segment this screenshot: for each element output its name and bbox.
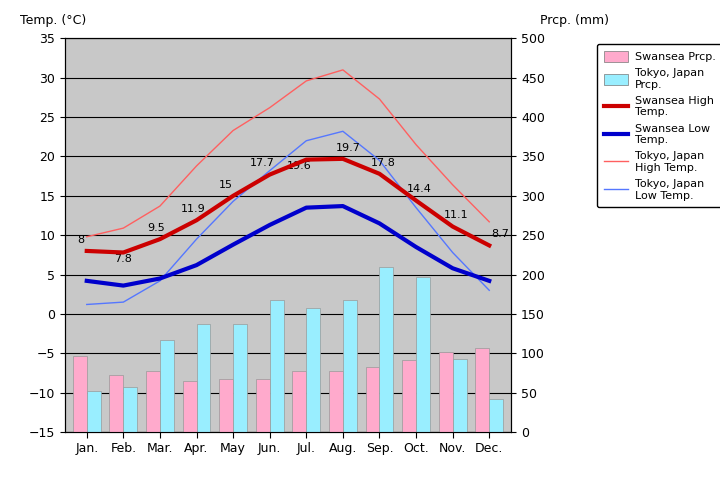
Bar xyxy=(343,300,357,432)
Bar xyxy=(123,387,138,432)
Bar xyxy=(270,300,284,432)
Bar xyxy=(292,372,306,432)
Bar xyxy=(490,399,503,432)
Bar xyxy=(146,372,160,432)
Bar xyxy=(160,340,174,432)
Text: 17.8: 17.8 xyxy=(371,157,395,168)
Bar xyxy=(306,309,320,432)
Bar xyxy=(183,381,197,432)
Bar xyxy=(366,368,379,432)
Text: 7.8: 7.8 xyxy=(114,254,132,264)
Bar xyxy=(73,356,86,432)
Bar xyxy=(453,359,467,432)
Text: 19.6: 19.6 xyxy=(287,161,311,171)
Bar xyxy=(475,348,490,432)
Text: Prcp. (mm): Prcp. (mm) xyxy=(541,13,609,26)
Legend: Swansea Prcp., Tokyo, Japan
Prcp., Swansea High
Temp., Swansea Low
Temp., Tokyo,: Swansea Prcp., Tokyo, Japan Prcp., Swans… xyxy=(597,44,720,207)
Text: 8: 8 xyxy=(78,235,85,245)
Bar xyxy=(109,375,123,432)
Text: 11.1: 11.1 xyxy=(444,210,469,220)
Text: 14.4: 14.4 xyxy=(408,184,432,194)
Text: 15: 15 xyxy=(219,180,233,190)
Text: 9.5: 9.5 xyxy=(148,223,165,233)
Bar xyxy=(438,352,453,432)
Bar xyxy=(256,379,270,432)
Bar xyxy=(233,324,247,432)
Text: Temp. (°C): Temp. (°C) xyxy=(20,13,86,26)
Bar xyxy=(329,372,343,432)
Bar xyxy=(86,391,101,432)
Text: 8.7: 8.7 xyxy=(491,229,509,239)
Text: 19.7: 19.7 xyxy=(336,143,361,153)
Bar xyxy=(379,267,393,432)
Bar xyxy=(402,360,416,432)
Bar xyxy=(197,324,210,432)
Bar xyxy=(416,277,430,432)
Text: 11.9: 11.9 xyxy=(181,204,205,214)
Text: 17.7: 17.7 xyxy=(250,158,275,168)
Bar xyxy=(219,379,233,432)
